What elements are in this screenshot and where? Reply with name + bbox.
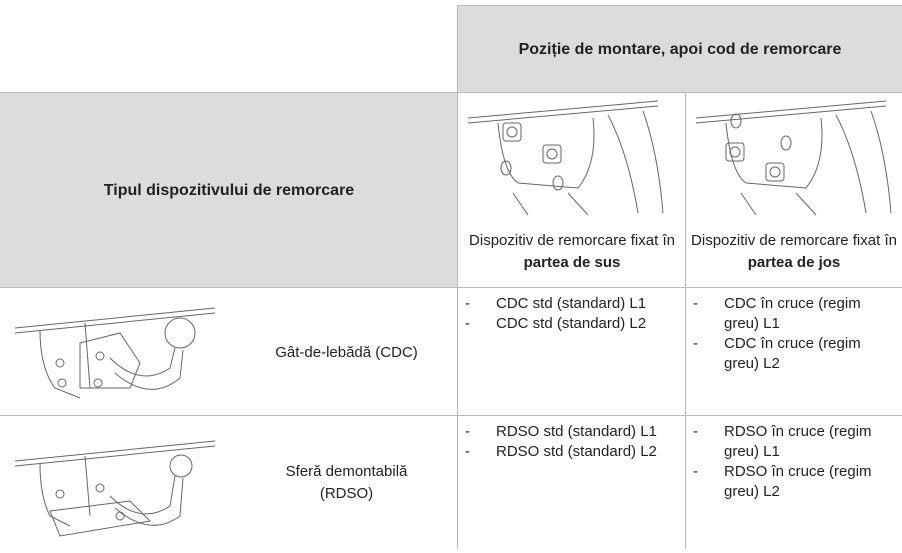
header-text: Poziție de montare, apoi cod de remorcar…	[518, 40, 842, 58]
detachable-ball-illustration	[14, 440, 216, 537]
device-image-cell	[0, 415, 226, 549]
column-image-cell	[685, 92, 902, 216]
code-item: CDC std (standard) L1	[458, 294, 680, 314]
gooseneck-illustration	[14, 307, 216, 399]
mount-bottom-illustration	[695, 100, 892, 216]
code-list: RDSO std (standard) L1RDSO std (standard…	[458, 422, 680, 462]
header-cell: Poziție de montare, apoi cod de remorcar…	[457, 5, 902, 93]
column-label: Dispozitiv de remorcare fixat în partea …	[458, 230, 686, 274]
column-image-cell	[457, 92, 686, 216]
code-cell: RDSO std (standard) L1RDSO std (standard…	[457, 415, 686, 549]
column-label-bold: partea de jos	[747, 253, 841, 271]
row-header-cell: Tipul dispozitivului de remorcare	[0, 92, 458, 288]
column-label-cell: Dispozitiv de remorcare fixat în partea …	[685, 215, 902, 288]
code-item: RDSO în cruce (regim greu) L2	[686, 462, 896, 502]
code-item: CDC în cruce (regim greu) L2	[686, 334, 896, 374]
row-header-text: Tipul dispozitivului de remorcare	[103, 181, 355, 199]
code-item: RDSO std (standard) L2	[458, 442, 680, 462]
column-label-text: Dispozitiv de remorcare fixat în	[469, 231, 675, 249]
code-list: CDC std (standard) L1CDC std (standard) …	[458, 294, 680, 334]
code-cell: CDC std (standard) L1CDC std (standard) …	[457, 287, 686, 416]
code-item: RDSO std (standard) L1	[458, 422, 680, 442]
code-item: CDC în cruce (regim greu) L1	[686, 294, 896, 334]
column-label: Dispozitiv de remorcare fixat în partea …	[686, 230, 902, 274]
code-item: CDC std (standard) L2	[458, 314, 680, 334]
code-cell: RDSO în cruce (regim greu) L1RDSO în cru…	[685, 415, 902, 549]
device-type: Sferă demontabilă (RDSO)	[285, 462, 408, 502]
code-list: CDC în cruce (regim greu) L1CDC în cruce…	[686, 294, 896, 374]
code-list: RDSO în cruce (regim greu) L1RDSO în cru…	[686, 422, 896, 502]
column-label-bold: partea de sus	[523, 253, 621, 271]
column-label-cell: Dispozitiv de remorcare fixat în partea …	[457, 215, 686, 288]
mount-top-illustration	[467, 100, 664, 216]
code-item: RDSO în cruce (regim greu) L1	[686, 422, 896, 462]
column-label-text: Dispozitiv de remorcare fixat în	[691, 231, 897, 249]
device-image-cell	[0, 287, 226, 416]
code-cell: CDC în cruce (regim greu) L1CDC în cruce…	[685, 287, 902, 416]
device-type-cell: Gât-de-lebădă (CDC)	[225, 287, 458, 416]
device-type-cell: Sferă demontabilă (RDSO)	[225, 415, 458, 549]
device-type: Gât-de-lebădă (CDC)	[275, 343, 418, 361]
